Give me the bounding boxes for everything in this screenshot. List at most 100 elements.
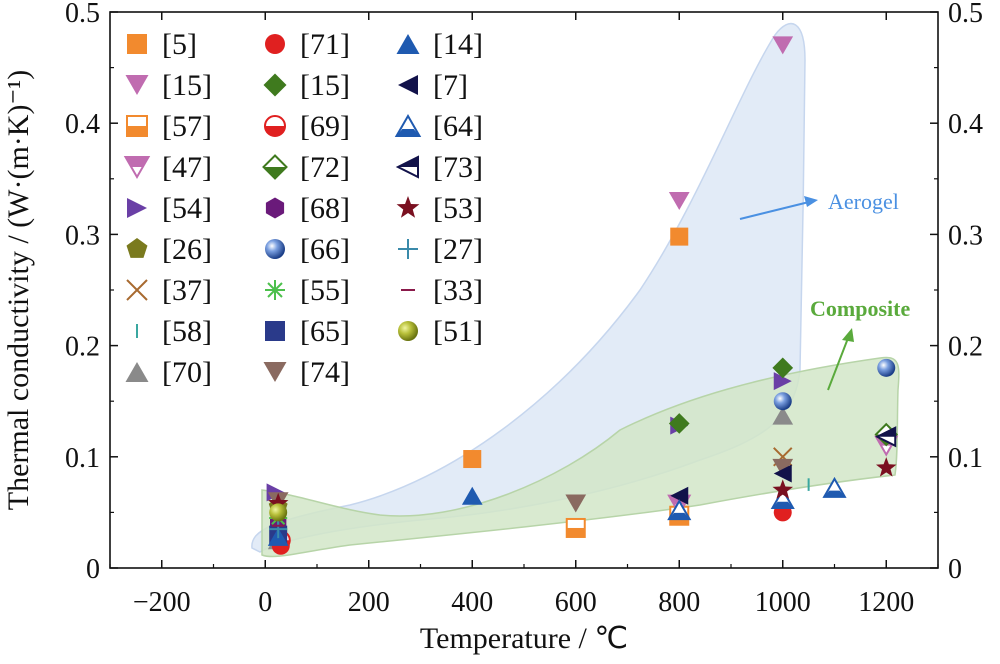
legend-marker: [398, 321, 418, 341]
data-point: [773, 392, 792, 411]
y-tick-label: 0.1: [65, 443, 100, 474]
composite-region: [261, 356, 900, 558]
x-tick-label: 400: [451, 587, 493, 618]
data-point: [267, 492, 289, 513]
legend-marker-fill: [398, 157, 418, 167]
legend-marker: [263, 362, 287, 382]
legend-marker: [127, 34, 147, 54]
legend-marker-fill: [396, 129, 420, 136]
legend-marker: [265, 197, 285, 219]
legend-label: [72]: [300, 151, 350, 184]
x-tick-label: 0: [258, 587, 272, 618]
y-tick-label-right: 0.5: [948, 0, 983, 29]
aerogel-label: Aerogel: [828, 189, 899, 214]
legend-marker: [265, 321, 285, 341]
data-point-fill: [670, 515, 689, 525]
x-tick-label: 1000: [755, 587, 811, 618]
data-point: [773, 464, 792, 483]
legend-marker: [265, 280, 285, 300]
data-point: [772, 357, 794, 379]
y-tick-label-right: 0.3: [948, 220, 983, 251]
x-tick-label: 600: [555, 587, 597, 618]
data-point: [875, 457, 897, 477]
legend-marker: [398, 239, 418, 259]
composite-arrowhead: [842, 328, 854, 342]
legend-marker-fill: [125, 157, 149, 167]
legend-label: [33]: [433, 274, 483, 307]
legend-marker-fill: [127, 126, 147, 136]
data-point: [877, 358, 896, 377]
legend-marker-fill: [263, 167, 287, 179]
legend-label: [64]: [433, 110, 483, 143]
data-points: [266, 36, 899, 555]
data-point: [565, 494, 587, 513]
y-tick-label: 0: [86, 554, 100, 585]
composite-arrow: [827, 332, 851, 391]
y-tick-label: 0.4: [65, 109, 100, 140]
y-tick-label: 0.2: [65, 332, 100, 363]
legend-label: [26]: [162, 233, 212, 266]
legend-label: [53]: [433, 192, 483, 225]
legend-label: [57]: [162, 110, 212, 143]
data-point-fill: [877, 427, 896, 437]
data-point: [773, 372, 792, 391]
composite-label: Composite: [810, 296, 910, 321]
legend-marker: [126, 238, 148, 258]
data-point: [668, 192, 690, 211]
x-axis-title: Temperature / ℃: [420, 622, 628, 655]
legend-label: [47]: [162, 151, 212, 184]
legend-label: [37]: [162, 274, 212, 307]
data-point: [668, 413, 690, 434]
legend-marker: [265, 34, 285, 54]
y-tick-label-right: 0.1: [948, 443, 983, 474]
data-point-fill: [668, 512, 690, 520]
legend-label: [66]: [300, 233, 350, 266]
x-tick-label: 200: [348, 587, 390, 618]
data-point: [772, 458, 794, 477]
data-point-fill: [566, 527, 585, 537]
y-axis-title: Thermal conductivity / (W·(m·K)⁻¹): [2, 70, 35, 511]
legend-label: [55]: [300, 274, 350, 307]
legend: [5] [15] [57] [47] [54] [26] [37] [58] [70] [71] […: [123, 28, 483, 389]
data-point: [463, 450, 482, 469]
data-point: [269, 520, 288, 539]
legend-marker: [263, 73, 287, 97]
legend-marker-fill: [265, 126, 285, 136]
y-tick-label-right: 0.2: [948, 332, 983, 363]
legend-label: [58]: [162, 315, 212, 348]
legend-label: [71]: [300, 28, 350, 61]
legend-marker: [127, 198, 147, 218]
legend-marker: [126, 279, 148, 301]
legend-label: [15]: [300, 69, 350, 102]
data-point: [461, 486, 483, 505]
data-point: [772, 479, 794, 499]
y-tick-label-right: 0.4: [948, 109, 983, 140]
legend-label: [51]: [433, 315, 483, 348]
y-tick-label-right: 0: [948, 554, 962, 585]
data-point: [772, 406, 794, 425]
x-tick-label: −200: [133, 587, 191, 618]
legend-marker: [265, 239, 285, 259]
legend-label: [15]: [162, 69, 212, 102]
legend-label: [5]: [162, 28, 197, 61]
legend-marker: [125, 75, 149, 95]
legend-label: [14]: [433, 28, 483, 61]
legend-label: [74]: [300, 356, 350, 389]
data-point: [670, 227, 689, 246]
legend-label: [7]: [433, 69, 468, 102]
region-labels: Aerogel Composite: [739, 189, 910, 391]
legend-label: [69]: [300, 110, 350, 143]
legend-marker: [396, 196, 420, 218]
y-tick-label: 0.3: [65, 220, 100, 251]
data-point-fill: [824, 490, 845, 497]
legend-label: [65]: [300, 315, 350, 348]
x-tick-label: 1200: [858, 587, 914, 618]
legend-label: [27]: [433, 233, 483, 266]
legend-label: [73]: [433, 151, 483, 184]
data-point-fill: [772, 501, 794, 509]
x-tick-label: 800: [658, 587, 700, 618]
legend-label: [54]: [162, 192, 212, 225]
data-point: [772, 36, 794, 55]
legend-label: [68]: [300, 192, 350, 225]
